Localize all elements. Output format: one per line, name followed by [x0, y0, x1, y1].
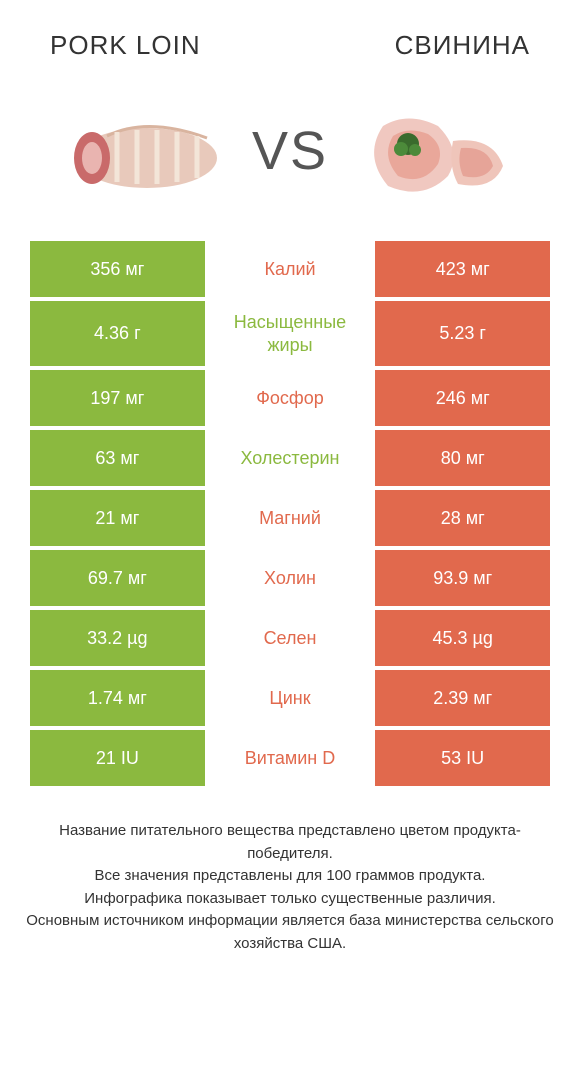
- left-value: 21 IU: [30, 730, 205, 786]
- table-row: 33.2 µgСелен45.3 µg: [30, 610, 550, 666]
- pork-loin-image: [62, 91, 232, 211]
- right-value: 2.39 мг: [375, 670, 550, 726]
- nutrient-label: Насыщенные жиры: [205, 301, 376, 366]
- right-value: 28 мг: [375, 490, 550, 546]
- nutrient-label: Магний: [205, 490, 376, 546]
- right-value: 45.3 µg: [375, 610, 550, 666]
- left-value: 33.2 µg: [30, 610, 205, 666]
- right-value: 80 мг: [375, 430, 550, 486]
- nutrient-table: 356 мгКалий423 мг4.36 гНасыщенные жиры5.…: [0, 241, 580, 786]
- nutrient-label: Калий: [205, 241, 376, 297]
- right-value: 93.9 мг: [375, 550, 550, 606]
- left-value: 63 мг: [30, 430, 205, 486]
- nutrient-label: Холестерин: [205, 430, 376, 486]
- nutrient-label: Селен: [205, 610, 376, 666]
- table-row: 1.74 мгЦинк2.39 мг: [30, 670, 550, 726]
- footer-line: Название питательного вещества представл…: [25, 820, 555, 865]
- right-value: 53 IU: [375, 730, 550, 786]
- table-row: 21 IUВитамин D53 IU: [30, 730, 550, 786]
- table-row: 197 мгФосфор246 мг: [30, 370, 550, 426]
- footer-line: Основным источником информации является …: [25, 910, 555, 955]
- vs-label: VS: [252, 120, 328, 182]
- right-value: 5.23 г: [375, 301, 550, 366]
- left-value: 1.74 мг: [30, 670, 205, 726]
- left-value: 356 мг: [30, 241, 205, 297]
- table-row: 69.7 мгХолин93.9 мг: [30, 550, 550, 606]
- footer-note: Название питательного вещества представл…: [0, 790, 580, 955]
- nutrient-label: Фосфор: [205, 370, 376, 426]
- right-food-title: Свинина: [395, 30, 530, 61]
- right-value: 423 мг: [375, 241, 550, 297]
- left-value: 197 мг: [30, 370, 205, 426]
- vs-row: VS: [0, 81, 580, 241]
- left-value: 69.7 мг: [30, 550, 205, 606]
- table-row: 4.36 гНасыщенные жиры5.23 г: [30, 301, 550, 366]
- table-row: 21 мгМагний28 мг: [30, 490, 550, 546]
- right-value: 246 мг: [375, 370, 550, 426]
- nutrient-label: Холин: [205, 550, 376, 606]
- table-row: 356 мгКалий423 мг: [30, 241, 550, 297]
- left-value: 4.36 г: [30, 301, 205, 366]
- nutrient-label: Витамин D: [205, 730, 376, 786]
- footer-line: Инфографика показывает только существенн…: [25, 888, 555, 911]
- header: Pork loin Свинина: [0, 0, 580, 81]
- footer-line: Все значения представлены для 100 граммо…: [25, 865, 555, 888]
- pork-chop-image: [348, 91, 518, 211]
- nutrient-label: Цинк: [205, 670, 376, 726]
- table-row: 63 мгХолестерин80 мг: [30, 430, 550, 486]
- left-food-title: Pork loin: [50, 30, 201, 61]
- left-value: 21 мг: [30, 490, 205, 546]
